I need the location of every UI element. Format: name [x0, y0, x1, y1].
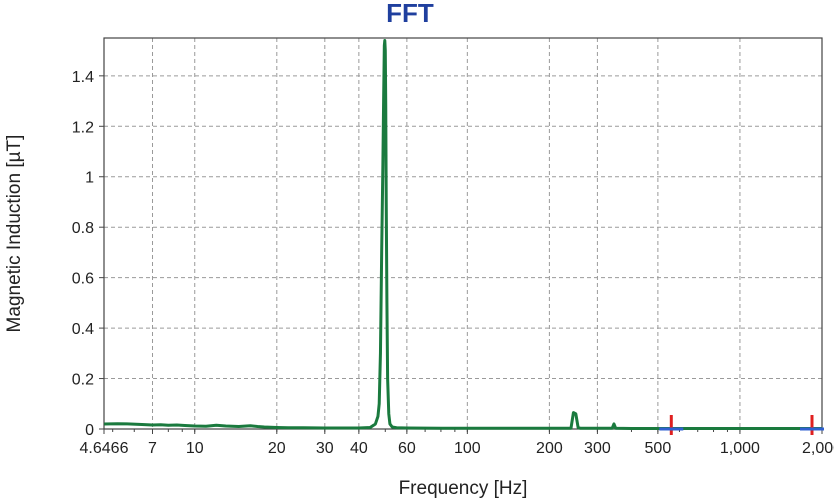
- y-tick-label: 0: [85, 422, 94, 439]
- y-tick-label: 1: [85, 170, 94, 187]
- cursor-marker[interactable]: [800, 415, 824, 435]
- cursor-markers[interactable]: [659, 415, 824, 435]
- x-tick-label: 7: [148, 440, 157, 457]
- x-axis-label: Frequency [Hz]: [399, 478, 528, 499]
- x-tick-label: 500: [645, 440, 672, 457]
- y-tick-label: 0.6: [72, 271, 94, 288]
- series-line: [104, 39, 822, 430]
- y-tick-label: 0.8: [72, 220, 94, 237]
- x-tick-label: 10: [186, 440, 204, 457]
- y-axis-label: Magnetic Induction [µT]: [4, 135, 25, 333]
- y-tick-label: 1.2: [72, 119, 94, 136]
- y-tick-label: 0.4: [72, 321, 94, 338]
- x-tick-label: 20: [268, 440, 286, 457]
- x-tick-label: 100: [454, 440, 481, 457]
- axis-ticks: 4.6466 7 10 20 30 40 60 100 200 300 500 1,000 2,00 00…: [72, 69, 834, 457]
- x-tick-label: 30: [316, 440, 334, 457]
- chart-title: FFT: [386, 0, 434, 28]
- y-tick-label: 0.2: [72, 372, 94, 389]
- x-tick-label: 60: [398, 440, 416, 457]
- x-tick-label: 4.6466: [80, 440, 129, 457]
- x-tick-label: 1,000: [720, 440, 760, 457]
- cursor-marker[interactable]: [659, 415, 684, 435]
- x-tick-label: 200: [536, 440, 563, 457]
- y-tick-label: 1.4: [72, 69, 94, 86]
- series-layer: [104, 39, 822, 430]
- x-tick-label: 2,000: [802, 440, 834, 457]
- grid-layer: [104, 38, 822, 429]
- x-tick-label: 40: [350, 440, 368, 457]
- x-tick-label: 300: [584, 440, 611, 457]
- plot-area: [103, 37, 823, 430]
